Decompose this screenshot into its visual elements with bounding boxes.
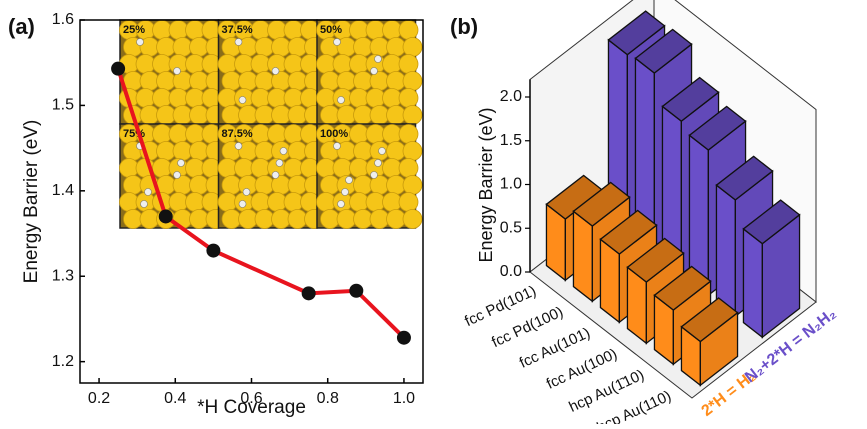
atom xyxy=(402,209,423,229)
bar-front xyxy=(715,183,736,318)
data-point xyxy=(349,283,364,298)
bar-top xyxy=(688,105,747,151)
h-atom xyxy=(238,96,247,104)
atom xyxy=(398,20,419,40)
atom xyxy=(398,124,419,144)
y-tick-label: 1.3 xyxy=(52,267,74,284)
h-atom xyxy=(242,188,251,196)
h-atom xyxy=(173,67,181,75)
h-atom xyxy=(370,67,378,75)
z-tick-label: 0.0 xyxy=(500,263,522,280)
inset-label: 50% xyxy=(320,24,342,36)
x-tick-label: 0.4 xyxy=(164,390,186,407)
atom xyxy=(398,158,419,178)
x-axis-title: *H Coverage xyxy=(197,397,306,418)
bar-top xyxy=(572,181,631,227)
data-point xyxy=(301,286,316,301)
atom xyxy=(402,105,423,125)
data-point xyxy=(206,243,221,258)
z-tick-label: 1.5 xyxy=(500,132,522,149)
atom xyxy=(402,141,423,161)
panel-label: (b) xyxy=(450,14,478,39)
h-atom xyxy=(140,200,148,208)
bar-top xyxy=(653,265,712,311)
h-atom xyxy=(275,159,284,167)
z-tick-label: 0.5 xyxy=(500,219,522,236)
data-point xyxy=(158,209,173,224)
h-atom xyxy=(374,55,382,63)
x-tick-label: 0.2 xyxy=(88,390,110,407)
atom xyxy=(402,175,423,195)
atom xyxy=(402,71,423,91)
h-atom xyxy=(234,38,243,46)
h-atom xyxy=(370,171,378,179)
h-atom xyxy=(337,200,345,208)
h-atom xyxy=(337,96,345,104)
z-tick-label: 1.0 xyxy=(500,176,522,193)
atom xyxy=(398,88,419,108)
bar-front xyxy=(742,227,763,339)
h-atom xyxy=(333,38,341,46)
h-atom xyxy=(238,200,247,208)
h-atom xyxy=(271,171,280,179)
data-point xyxy=(111,61,126,76)
h-atom xyxy=(345,176,353,184)
bar-top xyxy=(634,28,693,74)
inset-label: 37.5% xyxy=(222,24,253,36)
inset-label: 25% xyxy=(123,24,145,36)
bar xyxy=(742,199,801,339)
bar-top xyxy=(607,10,666,56)
h-atom xyxy=(144,188,152,196)
bar-top xyxy=(661,76,720,122)
bar-front xyxy=(572,209,593,303)
x-tick-label: 1.0 xyxy=(393,390,415,407)
y-axis-title: Energy Barrier (eV) xyxy=(21,120,42,284)
bar-top xyxy=(742,199,801,245)
h-atom xyxy=(136,38,144,46)
bar-top xyxy=(626,237,685,283)
h-atom xyxy=(234,142,243,150)
inset-label: 87.5% xyxy=(222,128,253,140)
atom xyxy=(398,54,419,74)
bar xyxy=(680,297,739,387)
y-tick-label: 1.5 xyxy=(52,97,74,114)
x-tick-label: 0.8 xyxy=(317,390,339,407)
h-atom xyxy=(378,147,386,155)
panel-label: (a) xyxy=(8,14,35,39)
h-atom xyxy=(279,147,288,155)
y-tick-label: 1.2 xyxy=(52,353,74,370)
h-atom xyxy=(374,159,382,167)
x-tick-label: 0.6 xyxy=(240,390,262,407)
y-tick-label: 1.6 xyxy=(52,11,74,28)
bar-top xyxy=(715,155,774,201)
inset: 25% 37.5% 50%75% 87.5% 100% xyxy=(119,19,423,229)
z-tick-label: 2.0 xyxy=(500,88,522,105)
data-line xyxy=(116,68,406,340)
inset-label: 100% xyxy=(320,128,348,140)
h-atom xyxy=(177,159,185,167)
bar-top xyxy=(599,209,658,255)
h-atom xyxy=(173,171,181,179)
bar-top xyxy=(680,297,739,343)
h-atom xyxy=(341,188,349,196)
y-tick-label: 1.4 xyxy=(52,182,74,199)
atom xyxy=(402,37,423,57)
data-point xyxy=(396,330,411,345)
h-atom xyxy=(271,67,280,75)
z-axis-title: Energy Barrier (eV) xyxy=(476,107,496,262)
h-atom xyxy=(333,142,341,150)
atom xyxy=(398,192,419,212)
